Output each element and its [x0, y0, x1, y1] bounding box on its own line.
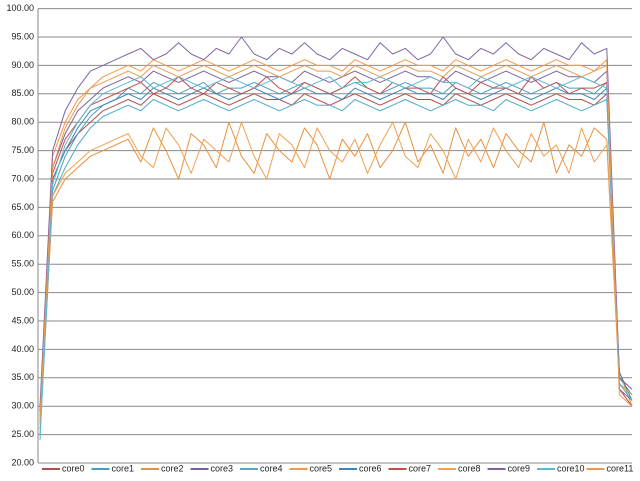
legend-label: core6: [359, 463, 382, 473]
y-tick-label: 85.00: [11, 88, 34, 98]
series-line: [39, 99, 633, 435]
y-tick-label: 40.00: [11, 344, 34, 354]
y-tick-label: 100.00: [6, 3, 34, 13]
legend-label: core0: [62, 463, 85, 473]
series-line: [39, 36, 633, 407]
y-tick-label: 20.00: [11, 457, 34, 467]
y-tick-label: 65.00: [11, 202, 34, 212]
y-tick-label: 45.00: [11, 315, 34, 325]
y-tick-label: 70.00: [11, 173, 34, 183]
legend-label: core3: [211, 463, 234, 473]
series-line: [39, 70, 633, 412]
series-line: [39, 121, 633, 429]
series-line: [39, 121, 633, 424]
y-tick-label: 60.00: [11, 230, 34, 240]
series-line: [39, 87, 633, 424]
legend-label: core5: [310, 463, 333, 473]
y-tick-label: 30.00: [11, 401, 34, 411]
y-tick-label: 55.00: [11, 259, 34, 269]
y-tick-label: 90.00: [11, 60, 34, 70]
series-line: [39, 59, 633, 418]
legend-label: core7: [409, 463, 432, 473]
legend-label: core9: [508, 463, 531, 473]
y-tick-label: 25.00: [11, 429, 34, 439]
legend-label: core8: [458, 463, 481, 473]
series-line: [39, 64, 633, 418]
y-tick-label: 50.00: [11, 287, 34, 297]
y-tick-label: 80.00: [11, 117, 34, 127]
legend-label: core1: [112, 463, 135, 473]
y-tick-label: 95.00: [11, 31, 34, 41]
y-tick-label: 35.00: [11, 372, 34, 382]
legend-label: core10: [557, 463, 585, 473]
series-line: [39, 76, 633, 412]
series-line: [39, 93, 633, 418]
y-tick-label: 75.00: [11, 145, 34, 155]
legend-label: core11: [607, 463, 634, 473]
legend-label: core2: [161, 463, 184, 473]
legend-label: core4: [260, 463, 283, 473]
series-line: [39, 76, 633, 441]
